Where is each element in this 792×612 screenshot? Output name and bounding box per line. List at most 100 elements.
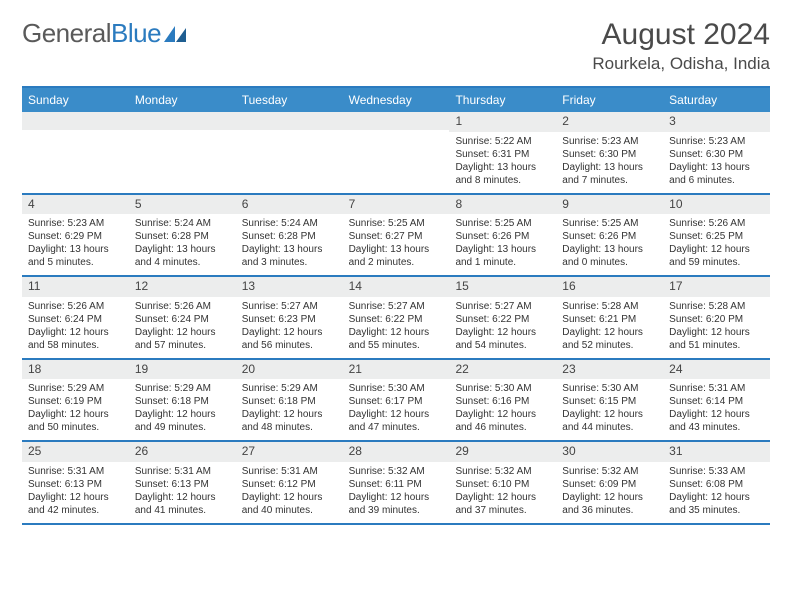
day-details: Sunrise: 5:33 AMSunset: 6:08 PMDaylight:… (663, 462, 770, 523)
sunset-text: Sunset: 6:25 PM (669, 230, 764, 243)
daylight-text: Daylight: 12 hours and 50 minutes. (28, 408, 123, 434)
daylight-text: Daylight: 13 hours and 7 minutes. (562, 161, 657, 187)
logo-sail-icon (164, 26, 186, 42)
sunset-text: Sunset: 6:28 PM (242, 230, 337, 243)
sunrise-text: Sunrise: 5:25 AM (455, 217, 550, 230)
daylight-text: Daylight: 12 hours and 36 minutes. (562, 491, 657, 517)
day-cell: 26Sunrise: 5:31 AMSunset: 6:13 PMDayligh… (129, 442, 236, 523)
day-details: Sunrise: 5:30 AMSunset: 6:16 PMDaylight:… (449, 379, 556, 440)
day-details: Sunrise: 5:29 AMSunset: 6:18 PMDaylight:… (236, 379, 343, 440)
daylight-text: Daylight: 12 hours and 47 minutes. (349, 408, 444, 434)
sunset-text: Sunset: 6:21 PM (562, 313, 657, 326)
sunrise-text: Sunrise: 5:27 AM (455, 300, 550, 313)
sunrise-text: Sunrise: 5:30 AM (562, 382, 657, 395)
daylight-text: Daylight: 12 hours and 51 minutes. (669, 326, 764, 352)
empty-cell (236, 112, 343, 193)
week-row: 11Sunrise: 5:26 AMSunset: 6:24 PMDayligh… (22, 277, 770, 360)
day-number: 24 (663, 360, 770, 380)
day-details: Sunrise: 5:27 AMSunset: 6:22 PMDaylight:… (449, 297, 556, 358)
sunset-text: Sunset: 6:18 PM (242, 395, 337, 408)
sunrise-text: Sunrise: 5:24 AM (135, 217, 230, 230)
sunrise-text: Sunrise: 5:30 AM (349, 382, 444, 395)
sunset-text: Sunset: 6:09 PM (562, 478, 657, 491)
daylight-text: Daylight: 12 hours and 35 minutes. (669, 491, 764, 517)
empty-cell (343, 112, 450, 193)
day-number: 23 (556, 360, 663, 380)
empty-cell (22, 112, 129, 193)
sunset-text: Sunset: 6:20 PM (669, 313, 764, 326)
week-row: 1 Sunrise: 5:22 AMSunset: 6:31 PM Daylight… (22, 112, 770, 195)
daylight-text: Daylight: 13 hours and 4 minutes. (135, 243, 230, 269)
day-of-week-row: SundayMondayTuesdayWednesdayThursdayFrid… (22, 88, 770, 112)
sunrise-text: Sunrise: 5:28 AM (669, 300, 764, 313)
day-cell: 1Sunrise: 5:22 AMSunset: 6:31 PMDaylight… (449, 112, 556, 193)
day-number: 27 (236, 442, 343, 462)
day-number: 18 (22, 360, 129, 380)
day-details: Sunrise: 5:26 AMSunset: 6:24 PMDaylight:… (22, 297, 129, 358)
day-cell: 27Sunrise: 5:31 AMSunset: 6:12 PMDayligh… (236, 442, 343, 523)
daylight-text: Daylight: 13 hours and 5 minutes. (28, 243, 123, 269)
day-details: Sunrise: 5:29 AMSunset: 6:18 PMDaylight:… (129, 379, 236, 440)
sunset-text: Sunset: 6:19 PM (28, 395, 123, 408)
day-number (22, 112, 129, 130)
day-number (236, 112, 343, 130)
day-cell: 3Sunrise: 5:23 AMSunset: 6:30 PMDaylight… (663, 112, 770, 193)
daylight-text: Daylight: 13 hours and 0 minutes. (562, 243, 657, 269)
sunrise-text: Sunrise: 5:32 AM (349, 465, 444, 478)
sunrise-text: Sunrise: 5:27 AM (349, 300, 444, 313)
sunrise-text: Sunrise: 5:31 AM (28, 465, 123, 478)
day-cell: 10Sunrise: 5:26 AMSunset: 6:25 PMDayligh… (663, 195, 770, 276)
day-number: 17 (663, 277, 770, 297)
day-number: 28 (343, 442, 450, 462)
daylight-text: Daylight: 12 hours and 58 minutes. (28, 326, 123, 352)
day-number: 13 (236, 277, 343, 297)
sunrise-text: Sunrise: 5:23 AM (669, 135, 764, 148)
day-cell: 24Sunrise: 5:31 AMSunset: 6:14 PMDayligh… (663, 360, 770, 441)
daylight-text: Daylight: 12 hours and 59 minutes. (669, 243, 764, 269)
day-details: Sunrise: 5:23 AMSunset: 6:29 PMDaylight:… (22, 214, 129, 275)
day-number: 20 (236, 360, 343, 380)
day-number: 7 (343, 195, 450, 215)
day-number: 1 (449, 112, 556, 132)
day-number: 31 (663, 442, 770, 462)
day-details: Sunrise: 5:28 AMSunset: 6:20 PMDaylight:… (663, 297, 770, 358)
day-details: Sunrise: 5:24 AMSunset: 6:28 PMDaylight:… (129, 214, 236, 275)
day-details: Sunrise: 5:31 AMSunset: 6:12 PMDaylight:… (236, 462, 343, 523)
day-details: Sunrise: 5:32 AMSunset: 6:10 PMDaylight:… (449, 462, 556, 523)
sunrise-text: Sunrise: 5:26 AM (28, 300, 123, 313)
daylight-text: Daylight: 13 hours and 3 minutes. (242, 243, 337, 269)
day-number: 8 (449, 195, 556, 215)
day-number: 12 (129, 277, 236, 297)
sunrise-text: Sunrise: 5:23 AM (562, 135, 657, 148)
sunrise-text: Sunrise: 5:22 AM (455, 135, 550, 148)
day-number: 14 (343, 277, 450, 297)
sunset-text: Sunset: 6:30 PM (669, 148, 764, 161)
day-details: Sunrise: 5:25 AMSunset: 6:26 PMDaylight:… (449, 214, 556, 275)
sunset-text: Sunset: 6:30 PM (562, 148, 657, 161)
logo-text: GeneralBlue (22, 18, 161, 49)
day-cell: 20Sunrise: 5:29 AMSunset: 6:18 PMDayligh… (236, 360, 343, 441)
day-cell: 25Sunrise: 5:31 AMSunset: 6:13 PMDayligh… (22, 442, 129, 523)
daylight-text: Daylight: 12 hours and 54 minutes. (455, 326, 550, 352)
day-number: 29 (449, 442, 556, 462)
sunset-text: Sunset: 6:15 PM (562, 395, 657, 408)
day-cell: 31Sunrise: 5:33 AMSunset: 6:08 PMDayligh… (663, 442, 770, 523)
sunrise-text: Sunrise: 5:24 AM (242, 217, 337, 230)
sunset-text: Sunset: 6:13 PM (135, 478, 230, 491)
day-number: 11 (22, 277, 129, 297)
daylight-text: Daylight: 13 hours and 6 minutes. (669, 161, 764, 187)
logo-word1: General (22, 18, 111, 48)
sunset-text: Sunset: 6:14 PM (669, 395, 764, 408)
dow-monday: Monday (129, 88, 236, 112)
day-cell: 28Sunrise: 5:32 AMSunset: 6:11 PMDayligh… (343, 442, 450, 523)
sunset-text: Sunset: 6:26 PM (455, 230, 550, 243)
sunset-text: Sunset: 6:16 PM (455, 395, 550, 408)
dow-wednesday: Wednesday (343, 88, 450, 112)
day-number (129, 112, 236, 130)
day-number: 21 (343, 360, 450, 380)
sunset-text: Sunset: 6:12 PM (242, 478, 337, 491)
sunset-text: Sunset: 6:31 PM (455, 148, 550, 161)
day-cell: 12Sunrise: 5:26 AMSunset: 6:24 PMDayligh… (129, 277, 236, 358)
day-details: Sunrise: 5:26 AMSunset: 6:25 PMDaylight:… (663, 214, 770, 275)
sunrise-text: Sunrise: 5:31 AM (242, 465, 337, 478)
